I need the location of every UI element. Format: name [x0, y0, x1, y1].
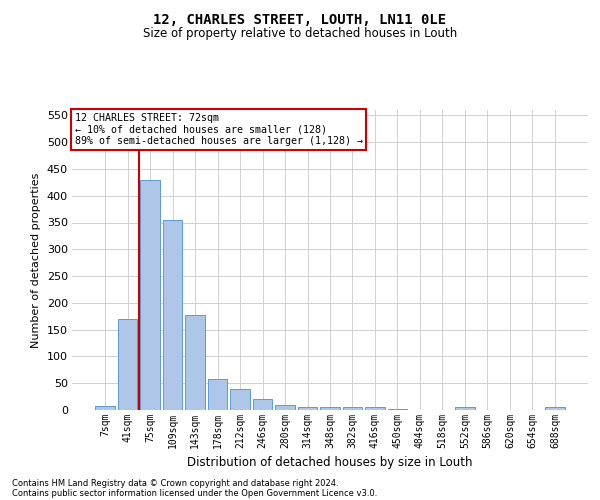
Bar — [140, 180, 160, 410]
Text: Contains HM Land Registry data © Crown copyright and database right 2024.: Contains HM Land Registry data © Crown c… — [12, 478, 338, 488]
Bar — [95, 406, 115, 410]
Bar — [230, 388, 250, 410]
Bar — [163, 220, 182, 410]
Text: Contains public sector information licensed under the Open Government Licence v3: Contains public sector information licen… — [12, 488, 377, 498]
Bar — [253, 400, 272, 410]
Bar — [343, 408, 362, 410]
Bar — [320, 408, 340, 410]
Text: Size of property relative to detached houses in Louth: Size of property relative to detached ho… — [143, 28, 457, 40]
Bar — [208, 380, 227, 410]
Bar — [365, 408, 385, 410]
Bar — [545, 408, 565, 410]
Bar — [185, 314, 205, 410]
Text: 12 CHARLES STREET: 72sqm
← 10% of detached houses are smaller (128)
89% of semi-: 12 CHARLES STREET: 72sqm ← 10% of detach… — [74, 113, 362, 146]
X-axis label: Distribution of detached houses by size in Louth: Distribution of detached houses by size … — [187, 456, 473, 469]
Bar — [118, 319, 137, 410]
Bar — [298, 407, 317, 410]
Bar — [455, 408, 475, 410]
Bar — [275, 404, 295, 410]
Y-axis label: Number of detached properties: Number of detached properties — [31, 172, 41, 348]
Text: 12, CHARLES STREET, LOUTH, LN11 0LE: 12, CHARLES STREET, LOUTH, LN11 0LE — [154, 12, 446, 26]
